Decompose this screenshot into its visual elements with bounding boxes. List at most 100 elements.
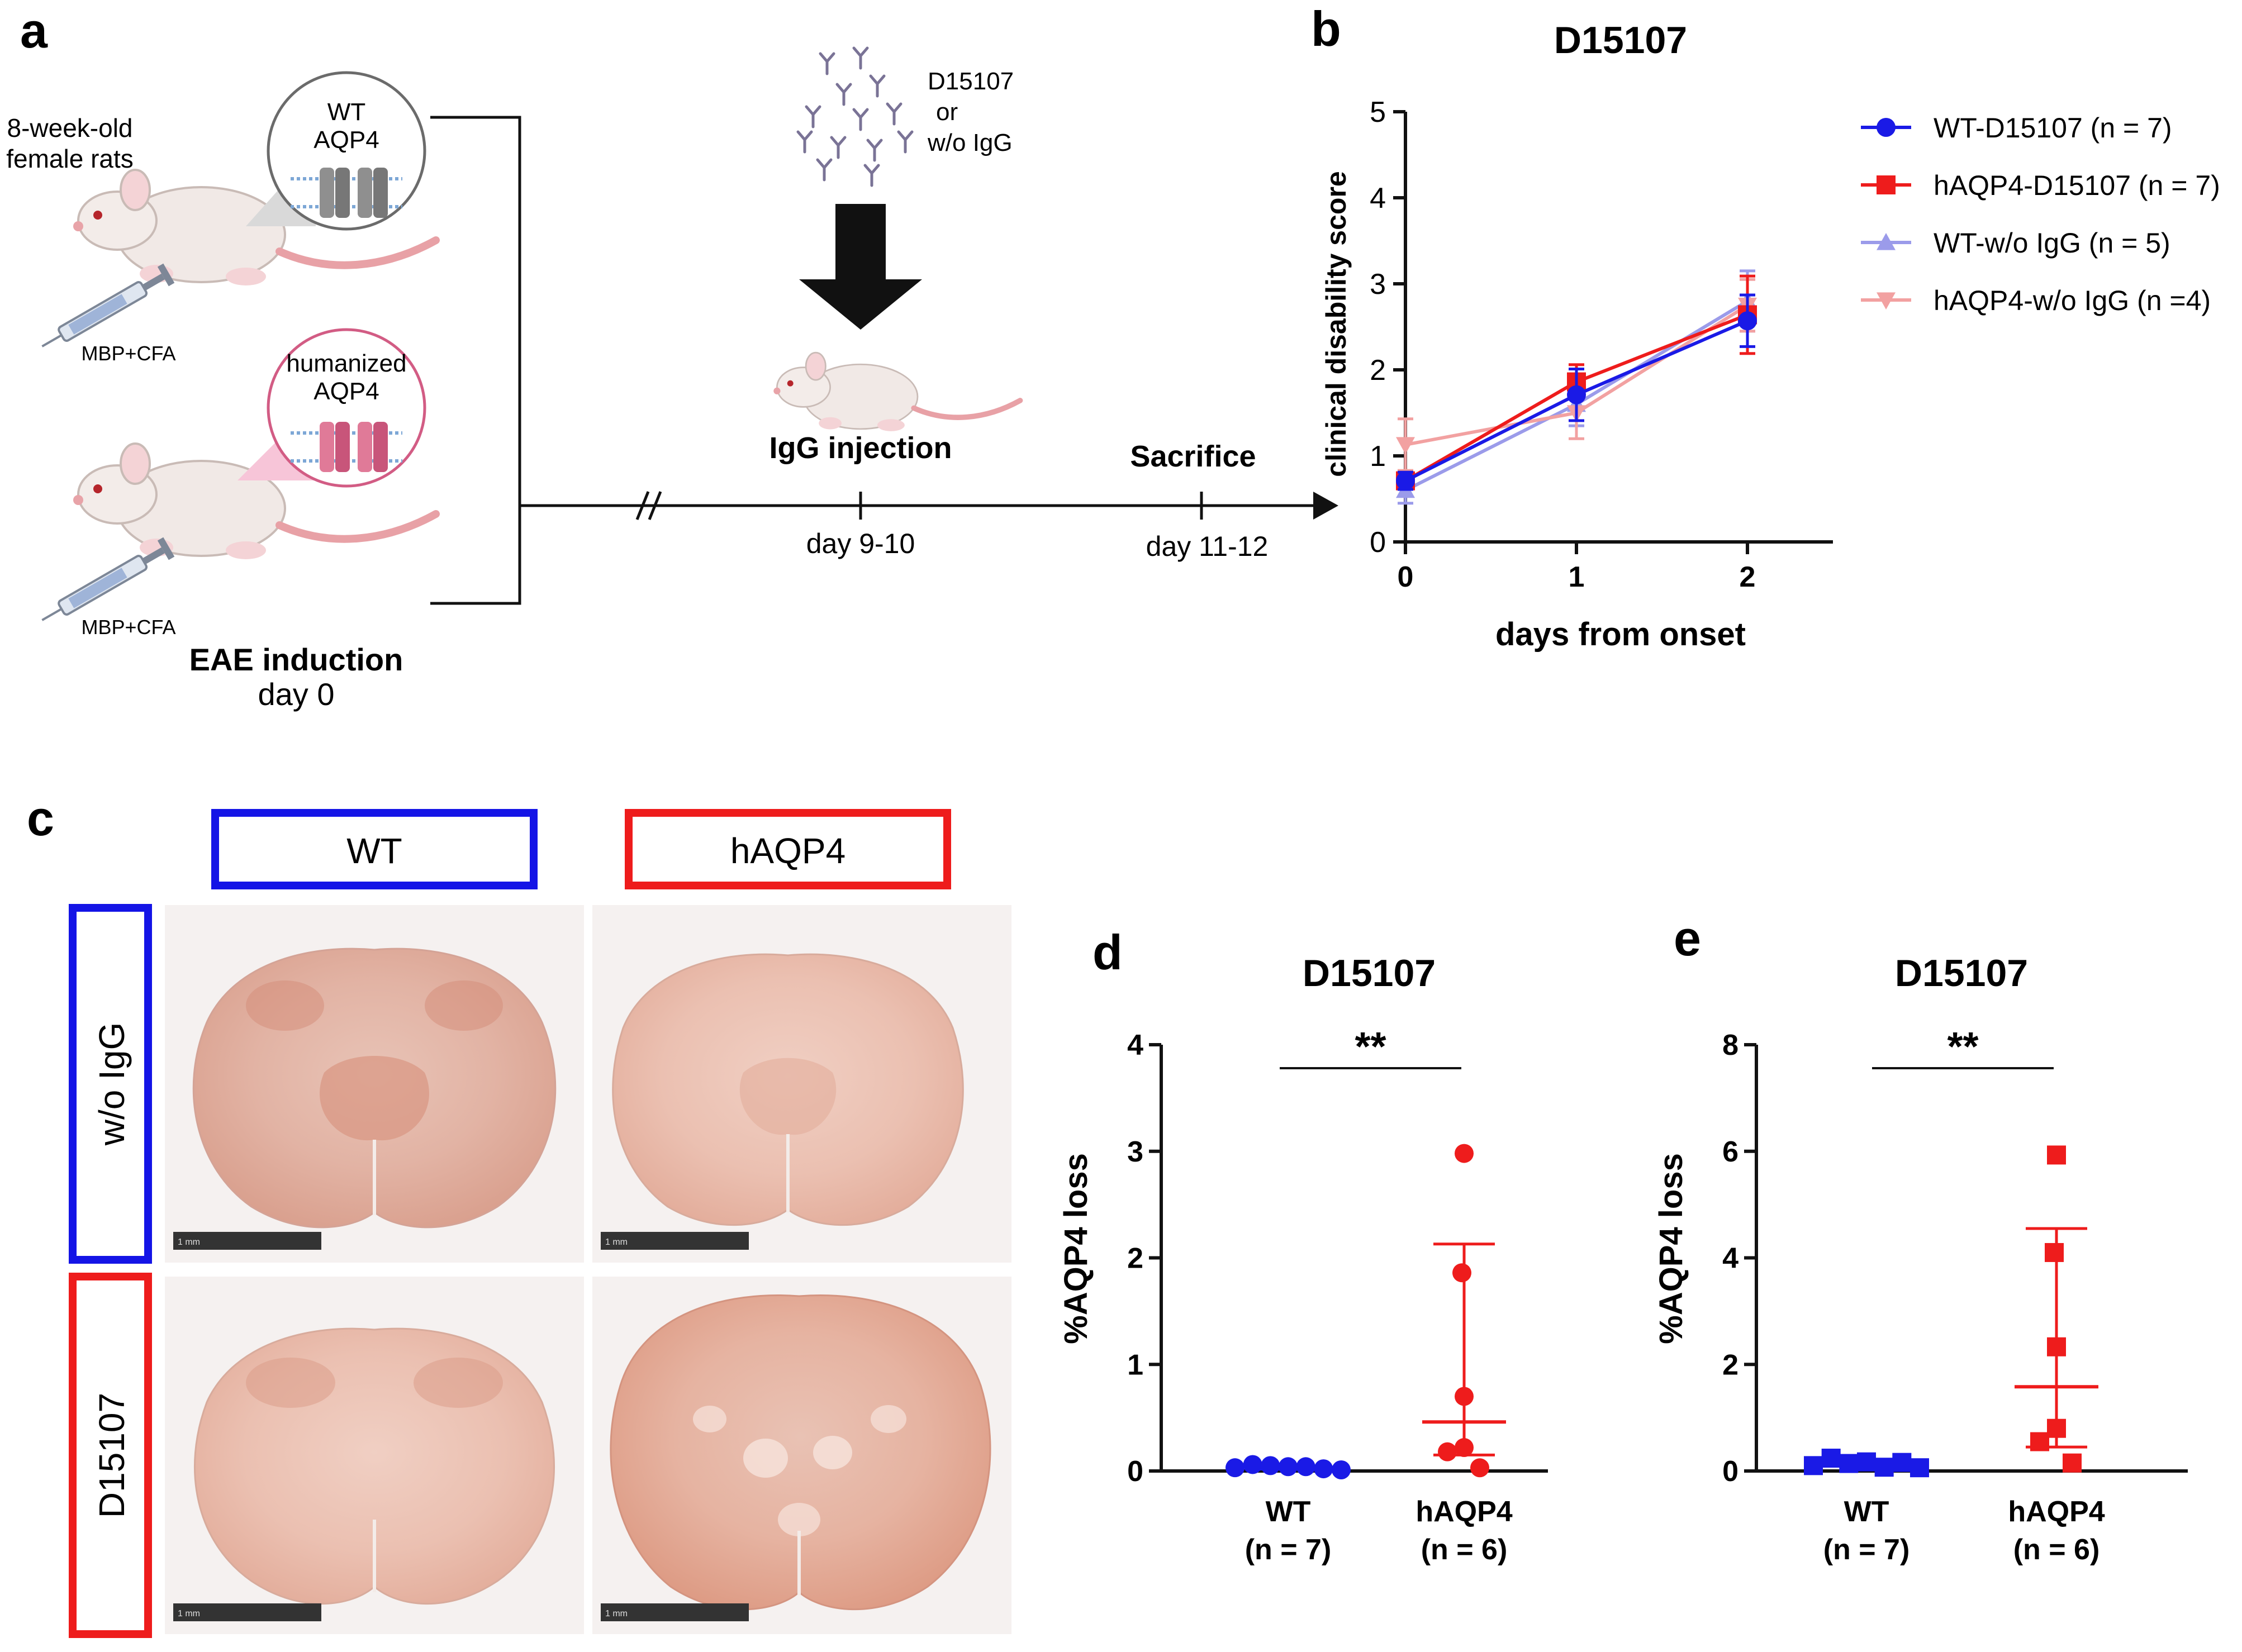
significance-label: ** [1947, 1025, 1978, 1069]
humanized-channel-icon [291, 422, 402, 472]
data-point [1874, 1458, 1894, 1477]
x-tick-label: 1 [1569, 561, 1585, 593]
panel-label-c: c [27, 791, 54, 846]
y-tick-label: 2 [1722, 1349, 1738, 1381]
data-point [1821, 1449, 1841, 1468]
antibody-cluster-icon [798, 48, 912, 185]
data-point [1396, 471, 1415, 491]
data-point [1279, 1457, 1298, 1477]
group-label: WT [1266, 1496, 1311, 1528]
mbp-label-bottom: MBP+CFA [81, 616, 175, 639]
data-point [1438, 1442, 1457, 1461]
data-point [1243, 1455, 1262, 1474]
sacrifice-title: Sacrifice [1130, 440, 1256, 473]
chart-b-legend: WT-D15107 (n = 7) hAQP4-D15107 (n = 7) WT-… [1861, 112, 2220, 316]
y-tick-label: 1 [1127, 1349, 1143, 1381]
data-point [1226, 1458, 1244, 1478]
scale-bar-label: 1 mm [605, 1237, 628, 1247]
y-tick-label: 2 [1370, 354, 1386, 387]
chart-e-title: D15107 [1895, 952, 2028, 994]
data-point [1910, 1458, 1929, 1478]
timeline-break-icon [635, 491, 662, 520]
wt-circle-line1: WT [327, 98, 365, 126]
scale-bar-label: 1 mm [178, 1609, 200, 1618]
data-point [2047, 1337, 2066, 1356]
y-tick-label: 0 [1127, 1455, 1143, 1488]
legend-marker [1877, 175, 1896, 194]
data-point [1857, 1452, 1876, 1472]
legend-label: WT-D15107 (n = 7) [1934, 112, 2172, 144]
data-point [1804, 1456, 1823, 1475]
legend-label: hAQP4-D15107 (n = 7) [1934, 170, 2220, 201]
y-tick-label: 8 [1722, 1029, 1738, 1061]
igg-label-line1: D15107 [928, 68, 1014, 95]
column-label-haqp4: hAQP4 [730, 831, 846, 871]
injection-arrow-icon [799, 204, 922, 330]
y-tick-label: 0 [1370, 526, 1386, 559]
row-label-d15107: D15107 [92, 1393, 132, 1518]
panel-d: d D15107 %AQP4 loss 0 1 2 3 4 WT (n = 7) hAQP4 (… [1058, 925, 1548, 1566]
hum-circle-line2: AQP4 [314, 378, 379, 405]
column-label-wt: WT [346, 831, 402, 871]
injection-day: day 9-10 [806, 528, 915, 559]
chart-b-ylabel: clinical disability score [1320, 171, 1352, 477]
x-tick-label: 0 [1398, 561, 1414, 593]
eae-induction-title: EAE induction [189, 642, 403, 677]
igg-injection-title: IgG injection [769, 431, 952, 465]
data-point [2045, 1242, 2064, 1262]
group-n-label: (n = 7) [1823, 1534, 1910, 1566]
data-point [1452, 1263, 1471, 1283]
induction-bracket [430, 116, 521, 605]
rats-label-line1: 8-week-old [7, 113, 133, 142]
data-point [1296, 1457, 1315, 1477]
row-header-d15107 [69, 1273, 152, 1638]
data-point [1314, 1459, 1333, 1479]
igg-label-line2: or [936, 98, 958, 126]
legend-label: WT-w/o IgG (n = 5) [1934, 227, 2170, 259]
data-point [1892, 1453, 1912, 1472]
y-tick-label: 4 [1127, 1029, 1143, 1061]
chart-d-ylabel: %AQP4 loss [1058, 1153, 1094, 1344]
column-header-haqp4 [625, 809, 951, 889]
y-tick-label: 6 [1722, 1136, 1738, 1168]
data-point [1332, 1460, 1351, 1479]
scale-bar-label: 1 mm [178, 1237, 200, 1247]
rat-illustration-injection [773, 353, 1020, 431]
rats-label-line2: female rats [6, 144, 134, 173]
y-tick-label: 3 [1127, 1136, 1143, 1168]
data-point [1455, 1144, 1474, 1163]
y-tick-label: 2 [1127, 1242, 1143, 1275]
data-point [1839, 1454, 1859, 1473]
chart-b-xlabel: days from onset [1495, 616, 1746, 653]
data-point [1396, 437, 1415, 454]
panel-c: c WT hAQP4 w/o IgG D15107 1 mm 1 mm [27, 791, 1011, 1638]
y-tick-label: 4 [1370, 182, 1386, 215]
chart-d: 0 1 2 3 4 WT (n = 7) hAQP4 (n = 6) ** [1127, 1025, 1548, 1566]
group-n-label: (n = 6) [1421, 1534, 1508, 1566]
data-point [1567, 385, 1586, 404]
data-point [1470, 1458, 1489, 1478]
tissue-image-wt-d15107: 1 mm [165, 1277, 584, 1634]
y-tick-label: 5 [1370, 96, 1386, 128]
y-tick-label: 4 [1722, 1242, 1738, 1275]
wt-channel-icon [291, 168, 402, 218]
chart-e: 0 2 4 6 8 WT (n = 7) hAQP4 (n = 6) ** [1722, 1025, 2188, 1566]
panel-a: a 8-week-old female rats MBP+CFA WT AQP4… [6, 3, 1338, 712]
group-label: WT [1844, 1496, 1889, 1528]
panel-label-b: b [1311, 1, 1341, 56]
legend-marker [1877, 292, 1896, 310]
legend-marker [1877, 233, 1896, 250]
group-label: hAQP4 [1416, 1496, 1512, 1528]
panel-label-d: d [1092, 925, 1123, 980]
group-n-label: (n = 6) [2013, 1534, 2100, 1566]
data-point [2047, 1418, 2066, 1438]
data-point [1738, 311, 1757, 331]
wt-circle-line2: AQP4 [314, 126, 379, 154]
legend-label: hAQP4-w/o IgG (n =4) [1934, 285, 2211, 316]
hum-circle-line1: humanized [286, 350, 406, 377]
sacrifice-day: day 11-12 [1146, 531, 1269, 562]
panel-label-e: e [1674, 911, 1701, 966]
scale-bar-label: 1 mm [605, 1609, 628, 1618]
row-label-woigg: w/o IgG [92, 1022, 132, 1146]
significance-label: ** [1355, 1025, 1386, 1069]
